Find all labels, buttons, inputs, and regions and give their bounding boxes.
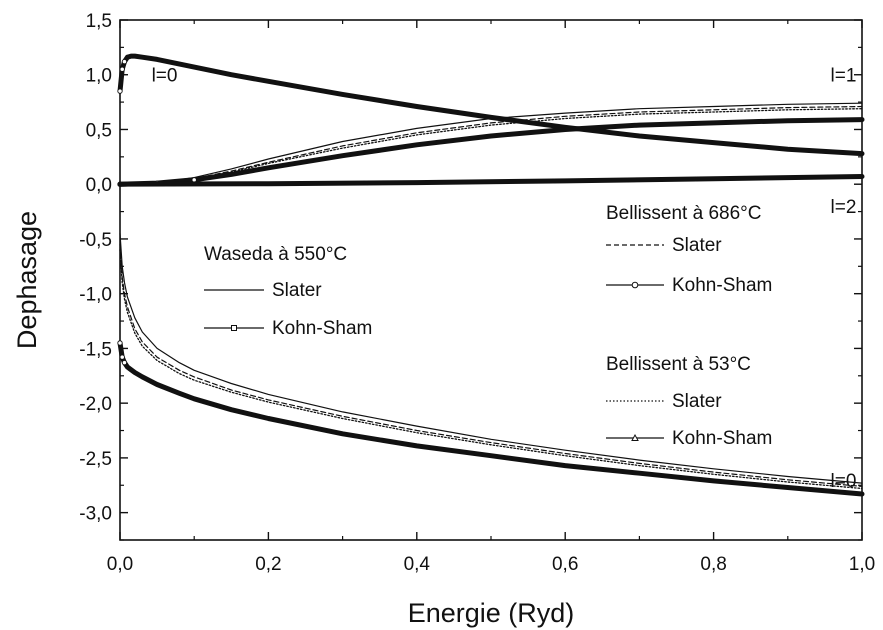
curve-annotation: l=0 — [152, 66, 178, 87]
series-marker — [117, 88, 123, 94]
x-tick-label: 0,2 — [255, 554, 281, 575]
x-tick-label: 1,0 — [849, 554, 875, 575]
x-tick-label: 0,6 — [552, 554, 578, 575]
curve-annotation: l=0 — [831, 471, 857, 492]
y-tick-label: 0,5 — [86, 120, 112, 141]
y-tick-label: -2,0 — [79, 394, 112, 415]
legend-title: Bellissent à 53°C — [606, 354, 751, 375]
legend-entry-label: Slater — [672, 235, 722, 256]
legend-entry-label: Kohn-Sham — [672, 428, 772, 449]
legend-entry-label: Slater — [672, 391, 722, 412]
series-line-l0_pos-thick — [117, 53, 865, 157]
series-marker — [119, 66, 125, 72]
series-line-l0_neg-solid-thin — [119, 232, 863, 484]
y-tick-label: -2,5 — [79, 449, 112, 470]
y-tick-label: 0,0 — [86, 175, 112, 196]
y-axis-title: Dephasage — [12, 211, 42, 349]
legend-title: Waseda à 550°C — [204, 244, 347, 265]
series-marker — [121, 360, 128, 366]
series-line-l0_neg-thick — [117, 340, 865, 497]
legend-entry-label: Kohn-Sham — [672, 275, 772, 296]
series-line-l0_neg-dotted — [119, 249, 863, 490]
y-tick-label: 1,0 — [86, 66, 112, 87]
legend-triangle-marker — [631, 433, 639, 441]
series-marker — [191, 177, 197, 183]
y-tick-label: -3,0 — [79, 504, 112, 525]
legend-entry-label: Kohn-Sham — [272, 318, 372, 339]
x-tick-label: 0,4 — [404, 554, 431, 575]
series-marker — [117, 340, 123, 346]
series-line-l0_neg-dashed — [119, 243, 863, 487]
x-axis-title: Energie (Ryd) — [408, 598, 575, 628]
series-line-l2-thick — [117, 174, 865, 187]
legend-entry-label: Slater — [272, 280, 322, 301]
curve-annotation: l=2 — [831, 197, 857, 218]
tick-labels-group: 0,0 0,2 0,4 0,6 0,8 1,0 1,5 1,0 0,5 0,0 -0,5 -1,0 -1… — [79, 11, 875, 575]
x-tick-label: 0,0 — [107, 554, 133, 575]
x-tick-label: 0,8 — [700, 554, 726, 575]
legend-square-marker — [231, 325, 237, 331]
series-group — [117, 53, 865, 497]
series-line-l1-thick — [117, 117, 865, 187]
axes-frame-group — [119, 19, 863, 541]
y-tick-label: -0,5 — [79, 230, 112, 251]
y-tick-label: -1,5 — [79, 339, 112, 360]
y-tick-label: 1,5 — [86, 11, 112, 32]
series-marker — [121, 58, 128, 65]
y-tick-label: -1,0 — [79, 285, 112, 306]
curve-annotation: l=1 — [831, 66, 857, 87]
legend-group: Waseda à 550°C Slater Kohn-Sham Bellissent … — [204, 203, 772, 449]
legend-title: Bellissent à 686°C — [606, 203, 761, 224]
series-marker — [119, 354, 125, 360]
legend-circle-marker — [631, 281, 639, 289]
annotations-group: l=0 l=1 l=2 l=0 — [152, 66, 857, 492]
